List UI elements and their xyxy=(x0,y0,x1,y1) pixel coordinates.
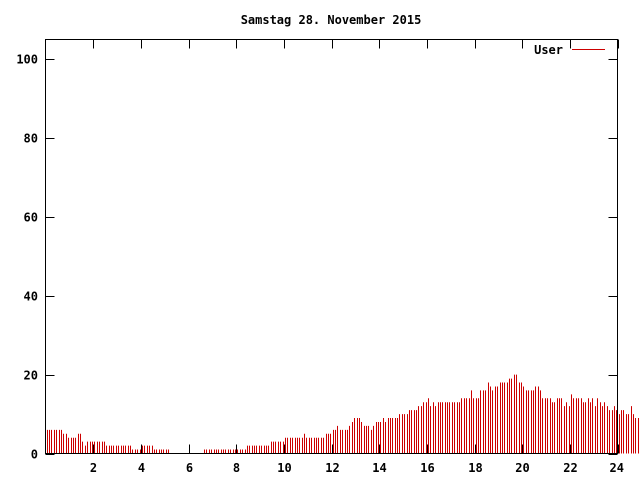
x-axis: 2 4 6 8 10 12 14 16 18 20 22 24 xyxy=(90,39,624,475)
x-tick-label: 14 xyxy=(372,461,386,475)
y-tick-label: 40 xyxy=(24,290,38,304)
bar-series xyxy=(47,374,639,454)
x-tick-label: 24 xyxy=(610,461,624,475)
y-axis: 0 20 40 60 80 100 xyxy=(16,53,618,462)
x-tick-label: 2 xyxy=(90,461,97,475)
y-tick-label: 100 xyxy=(16,53,38,67)
legend-label: User xyxy=(534,43,563,57)
chart-title: Samstag 28. November 2015 xyxy=(241,13,422,27)
y-tick-label: 0 xyxy=(31,448,38,462)
x-tick-label: 12 xyxy=(325,461,339,475)
legend: User xyxy=(534,43,605,57)
x-tick-label: 4 xyxy=(138,461,145,475)
y-tick-label: 80 xyxy=(24,132,38,146)
x-tick-label: 8 xyxy=(233,461,240,475)
x-tick-label: 16 xyxy=(420,461,434,475)
plot-frame xyxy=(45,39,618,454)
x-tick-label: 20 xyxy=(515,461,529,475)
x-tick-label: 22 xyxy=(563,461,577,475)
x-tick-label: 6 xyxy=(186,461,193,475)
y-tick-label: 60 xyxy=(24,211,38,225)
y-tick-label: 20 xyxy=(24,369,38,383)
x-tick-label: 10 xyxy=(277,461,291,475)
x-tick-label: 18 xyxy=(468,461,482,475)
